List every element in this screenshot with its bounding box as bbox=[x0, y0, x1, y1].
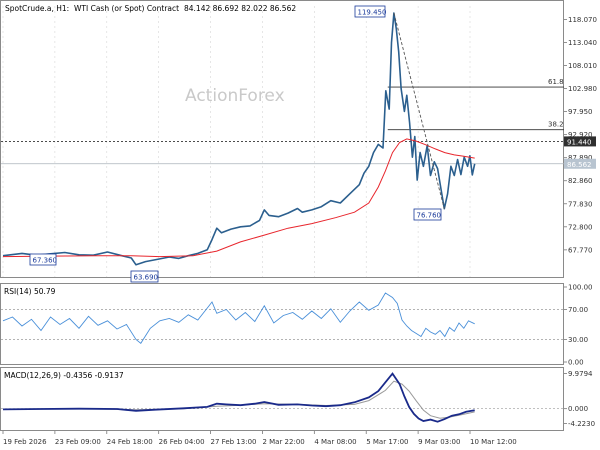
low-price-label-box bbox=[130, 270, 159, 283]
x-tick-label: 9 Mar 03:00 bbox=[418, 438, 460, 446]
price-series bbox=[2, 12, 476, 266]
high-price-label: 119.450 bbox=[358, 9, 387, 17]
macd-tick-label: -4.2230 bbox=[568, 420, 595, 428]
y-tick-label: 97.950 bbox=[568, 108, 593, 116]
price-axis: 118.070 113.040 108.010 102.980 97.950 92.920… bbox=[564, 16, 597, 254]
start-price-label-box bbox=[29, 253, 57, 266]
price-annotations: 119.450 67.360 63.690 76.760 bbox=[29, 5, 442, 283]
start-price-label: 67.360 bbox=[33, 257, 58, 265]
price-tags: 91.440 86.562 bbox=[564, 136, 596, 169]
macd-axis: 9.9794 0.000 -4.2230 bbox=[564, 370, 595, 428]
recent-low-label-box bbox=[413, 208, 442, 221]
y-tick-label: 118.070 bbox=[568, 16, 597, 24]
time-axis: 19 Feb 2026 23 Feb 09:00 24 Feb 18:00 26 Fe… bbox=[2, 431, 517, 446]
level-price-tag: 91.440 bbox=[567, 138, 592, 146]
current-price-tag-box bbox=[564, 158, 596, 169]
rsi-axis: 100.00 70.00 30.00 0.00 bbox=[564, 284, 593, 367]
x-tick-label: 26 Feb 04:00 bbox=[159, 438, 205, 446]
x-tick-label: 5 Mar 17:00 bbox=[366, 438, 408, 446]
rsi-tick-label: 30.00 bbox=[568, 336, 588, 344]
trendline bbox=[393, 12, 445, 209]
y-tick-label: 92.920 bbox=[568, 131, 593, 139]
contract-description: WTI Cash (or Spot) Contract bbox=[74, 4, 179, 13]
chart-header: SpotCrude.a, H1: WTI Cash (or Spot) Cont… bbox=[5, 4, 296, 13]
moving-average-line bbox=[2, 138, 475, 258]
x-tick-label: 10 Mar 12:00 bbox=[470, 438, 517, 446]
watermark: ActionForex bbox=[185, 86, 285, 106]
macd-panel[interactable] bbox=[0, 367, 564, 431]
y-tick-label: 87.890 bbox=[568, 154, 593, 162]
current-price-tag: 86.562 bbox=[567, 161, 592, 169]
fib-level-label: 38.2 bbox=[548, 121, 564, 129]
macd-tick-label: 9.9794 bbox=[568, 370, 593, 378]
price-line bbox=[2, 12, 476, 266]
rsi-tick-label: 100.00 bbox=[568, 284, 593, 292]
ohlc-values: 84.142 86.692 82.022 86.562 bbox=[184, 4, 296, 13]
y-tick-label: 72.800 bbox=[568, 223, 593, 231]
rsi-tick-label: 0.00 bbox=[568, 359, 584, 367]
price-panel[interactable] bbox=[0, 0, 564, 278]
rsi-tick-label: 70.00 bbox=[568, 306, 588, 314]
level-price-tag-box bbox=[564, 136, 596, 147]
x-tick-label: 27 Feb 13:00 bbox=[211, 438, 257, 446]
x-tick-label: 24 Feb 18:00 bbox=[107, 438, 153, 446]
symbol-label: SpotCrude.a, H1: bbox=[5, 4, 69, 13]
low-price-label: 63.690 bbox=[134, 274, 159, 282]
rsi-grid bbox=[1, 309, 564, 340]
y-tick-label: 67.770 bbox=[568, 246, 593, 254]
macd-series bbox=[2, 372, 475, 423]
rsi-series bbox=[2, 292, 475, 344]
recent-low-label: 76.760 bbox=[417, 212, 442, 220]
fib-level-label: 61.8 bbox=[548, 78, 564, 86]
y-tick-label: 113.040 bbox=[568, 39, 597, 47]
x-tick-label: 19 Feb 2026 bbox=[3, 438, 47, 446]
macd-tick-label: 0.000 bbox=[568, 405, 588, 413]
x-tick-label: 23 Feb 09:00 bbox=[55, 438, 101, 446]
y-tick-label: 102.980 bbox=[568, 85, 597, 93]
macd-title: MACD(12,26,9) -0.4356 -0.9137 bbox=[4, 371, 124, 380]
rsi-title: RSI(14) 50.79 bbox=[4, 287, 56, 296]
high-price-label-box bbox=[354, 5, 386, 18]
rsi-line bbox=[2, 292, 475, 344]
x-tick-label: 4 Mar 08:00 bbox=[314, 438, 356, 446]
y-tick-label: 82.860 bbox=[568, 177, 593, 185]
y-tick-label: 77.830 bbox=[568, 200, 593, 208]
macd-line bbox=[2, 372, 475, 423]
y-tick-label: 108.010 bbox=[568, 62, 597, 70]
x-tick-label: 2 Mar 22:00 bbox=[262, 438, 304, 446]
rsi-panel[interactable] bbox=[0, 283, 564, 365]
